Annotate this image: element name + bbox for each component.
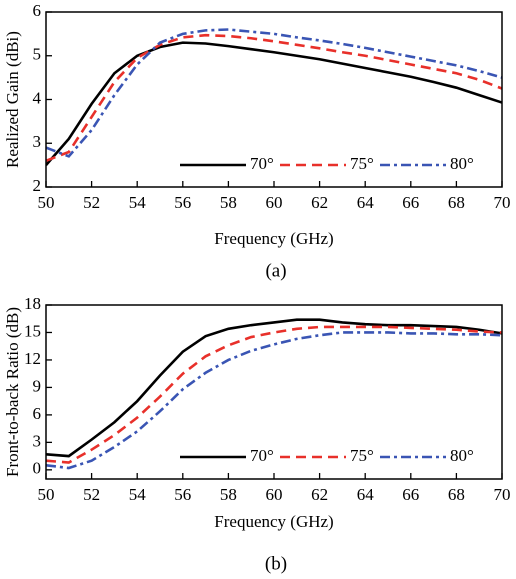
x-tick-label: 56 <box>174 193 191 212</box>
x-tick-label: 68 <box>448 193 465 212</box>
x-tick-label: 58 <box>220 193 237 212</box>
legend-label: 70° <box>250 154 274 173</box>
x-tick-label: 66 <box>402 193 419 212</box>
x-axis-label: Frequency (GHz) <box>214 229 333 248</box>
legend-label: 80° <box>450 446 474 465</box>
x-tick-label: 58 <box>220 485 237 504</box>
x-tick-label: 52 <box>83 193 100 212</box>
x-tick-label: 56 <box>174 485 191 504</box>
y-tick-label: 12 <box>24 349 41 368</box>
x-tick-label: 54 <box>129 193 147 212</box>
series-line <box>46 28 502 158</box>
x-tick-label: 50 <box>38 193 55 212</box>
x-axis-label: Frequency (GHz) <box>214 512 333 531</box>
y-tick-label: 5 <box>33 45 42 64</box>
legend-label: 75° <box>350 154 374 173</box>
y-tick-label: 0 <box>33 459 42 478</box>
x-tick-label: 52 <box>83 485 100 504</box>
x-tick-label: 60 <box>266 193 283 212</box>
x-tick-label: 66 <box>402 485 419 504</box>
caption: (b) <box>265 553 287 574</box>
x-tick-label: 62 <box>311 193 328 212</box>
y-tick-label: 2 <box>33 176 42 195</box>
series-line <box>46 325 502 464</box>
x-tick-label: 70 <box>494 485 511 504</box>
legend-label: 70° <box>250 446 274 465</box>
legend-label: 80° <box>450 154 474 173</box>
y-axis-label: Realized Gain (dBi) <box>3 31 22 168</box>
x-tick-label: 64 <box>357 193 375 212</box>
x-tick-label: 50 <box>38 485 55 504</box>
y-tick-label: 18 <box>24 294 41 313</box>
x-tick-label: 54 <box>129 485 147 504</box>
x-tick-label: 62 <box>311 485 328 504</box>
series-line <box>46 41 502 166</box>
y-tick-label: 9 <box>33 376 42 395</box>
series-line <box>46 331 502 470</box>
y-tick-label: 3 <box>33 132 42 151</box>
y-tick-label: 3 <box>33 431 42 450</box>
y-tick-label: 4 <box>33 88 42 107</box>
y-tick-label: 6 <box>33 1 42 20</box>
y-tick-label: 15 <box>24 321 41 340</box>
x-tick-label: 68 <box>448 485 465 504</box>
y-axis-label: Front-to-back Ratio (dB) <box>3 307 22 477</box>
x-tick-label: 64 <box>357 485 375 504</box>
plot-frame <box>45 304 503 480</box>
y-tick-label: 6 <box>33 404 42 423</box>
plot-frame <box>45 11 503 188</box>
series-line <box>46 33 502 162</box>
caption: (a) <box>265 260 286 281</box>
legend-label: 75° <box>350 446 374 465</box>
x-tick-label: 60 <box>266 485 283 504</box>
x-tick-label: 70 <box>494 193 511 212</box>
series-line <box>46 318 502 458</box>
